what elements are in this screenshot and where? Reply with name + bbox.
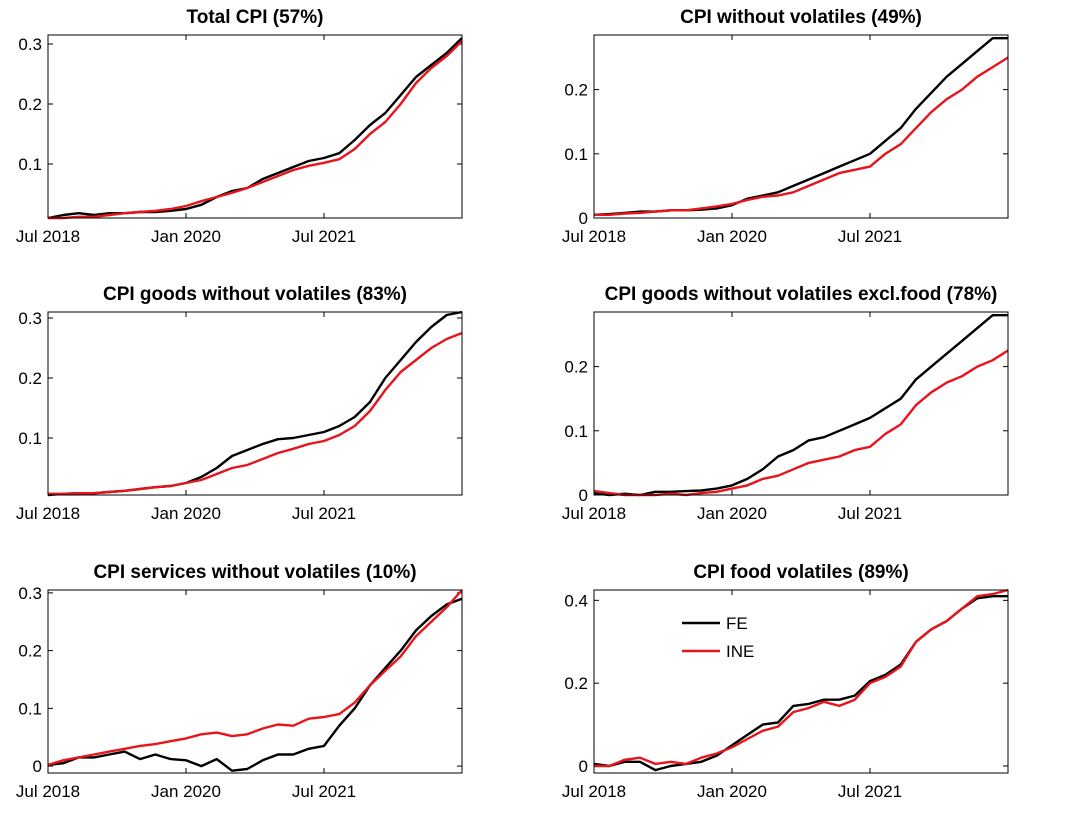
y-tick-label: 0.2 (18, 95, 42, 114)
y-tick-label: 0.4 (564, 591, 588, 610)
axes-box (593, 311, 1009, 496)
y-tick-label: 0.1 (18, 155, 42, 174)
axes-box (47, 34, 463, 219)
axes-box (593, 589, 1009, 774)
legend-label: FE (726, 614, 748, 633)
x-tick-label: Jul 2021 (292, 504, 356, 523)
y-tick-label: 0.2 (564, 358, 588, 377)
series-line (594, 588, 1009, 768)
x-tick-label: Jan 2020 (697, 227, 767, 246)
series-line (47, 310, 463, 497)
subplot-title: CPI goods without volatiles excl.food (7… (605, 284, 998, 305)
y-tick-label: 0 (33, 757, 42, 776)
x-tick-label: Jul 2021 (292, 227, 356, 246)
y-tick-label: 0 (579, 486, 588, 505)
y-tick-label: 0 (579, 209, 588, 228)
y-tick-label: 0.1 (18, 429, 42, 448)
axes-box (593, 34, 1009, 219)
x-tick-label: Jul 2018 (562, 227, 626, 246)
x-tick-label: Jan 2020 (151, 227, 221, 246)
x-tick-label: Jul 2018 (16, 227, 80, 246)
series-line (47, 597, 463, 772)
series-line (593, 314, 1008, 497)
subplot-title: Total CPI (57%) (187, 7, 324, 28)
series-line (48, 331, 463, 495)
x-tick-label: Jul 2021 (292, 782, 356, 801)
y-tick-label: 0.2 (18, 642, 42, 661)
axes-box (47, 311, 463, 496)
x-tick-label: Jul 2018 (16, 782, 80, 801)
y-tick-label: 0.1 (18, 699, 42, 718)
y-tick-label: 0.3 (18, 35, 42, 54)
y-tick-label: 0.3 (18, 309, 42, 328)
subplot-title: CPI services without volatiles (10%) (93, 562, 416, 583)
x-tick-label: Jan 2020 (151, 782, 221, 801)
legend-label: INE (726, 642, 754, 661)
axes-box (47, 589, 463, 774)
x-tick-label: Jul 2018 (562, 782, 626, 801)
x-tick-label: Jul 2018 (16, 504, 80, 523)
x-tick-label: Jul 2021 (838, 227, 902, 246)
y-tick-label: 0.1 (564, 422, 588, 441)
y-tick-label: 0.2 (564, 674, 588, 693)
x-tick-label: Jan 2020 (697, 782, 767, 801)
subplot-title: CPI without volatiles (49%) (680, 7, 922, 28)
x-tick-label: Jan 2020 (697, 504, 767, 523)
x-tick-label: Jan 2020 (151, 504, 221, 523)
x-tick-label: Jul 2021 (838, 504, 902, 523)
series-line (594, 56, 1009, 216)
y-tick-label: 0.2 (18, 369, 42, 388)
y-tick-label: 0.2 (564, 81, 588, 100)
subplot-title: CPI goods without volatiles (83%) (103, 284, 407, 305)
subplot-title: CPI food volatiles (89%) (693, 562, 908, 583)
x-tick-label: Jul 2021 (838, 782, 902, 801)
y-tick-label: 0.3 (18, 584, 42, 603)
series-line (48, 40, 463, 220)
series-line (593, 349, 1009, 497)
series-line (47, 37, 463, 220)
series-line (47, 589, 463, 767)
x-tick-label: Jul 2018 (562, 504, 626, 523)
y-tick-label: 0 (579, 757, 588, 776)
y-tick-label: 0.1 (564, 145, 588, 164)
